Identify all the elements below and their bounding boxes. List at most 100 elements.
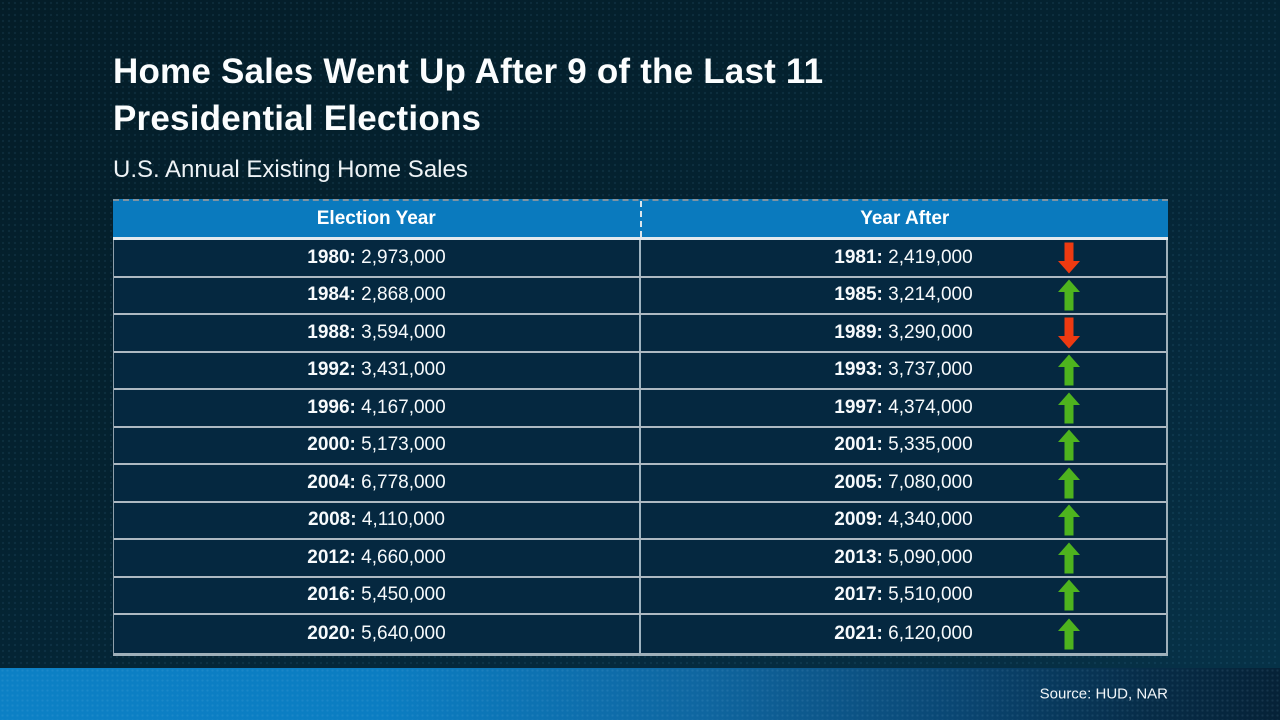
column-header-year-after: Year After xyxy=(860,208,950,229)
table-row: 2000: 5,173,000 2001: 5,335,000 xyxy=(114,427,1166,465)
year-after-sales: 5,510,000 xyxy=(882,584,973,606)
year-after-sales: 2,419,000 xyxy=(882,246,973,268)
trend-arrow-slot xyxy=(1058,279,1080,311)
page-title: Home Sales Went Up After 9 of the Last 1… xyxy=(113,48,823,142)
year-after-label: 1997: xyxy=(834,396,883,418)
year-after-cell: 2001: 5,335,000 xyxy=(641,428,1166,464)
year-after-label: 2005: xyxy=(834,471,883,493)
year-after-cell: 1997: 4,374,000 xyxy=(641,390,1166,426)
election-year-label: 1996: xyxy=(307,396,356,418)
year-after-sales: 5,090,000 xyxy=(882,546,973,568)
election-year-cell: 2008: 4,110,000 xyxy=(114,502,641,538)
election-year-label: 2000: xyxy=(307,434,356,456)
election-year-sales: 5,173,000 xyxy=(355,434,446,456)
year-after-sales: 3,290,000 xyxy=(882,321,973,343)
year-after-sales: 7,080,000 xyxy=(882,471,973,493)
election-year-sales: 5,450,000 xyxy=(355,584,446,606)
year-after-sales: 3,737,000 xyxy=(882,359,973,381)
up-arrow-icon xyxy=(1058,279,1080,311)
election-year-sales: 3,594,000 xyxy=(355,321,446,343)
year-after-sales: 3,214,000 xyxy=(882,284,973,306)
election-year-sales: 5,640,000 xyxy=(355,622,446,644)
year-after-label: 2021: xyxy=(834,622,883,644)
table-row: 1988: 3,594,000 1989: 3,290,000 xyxy=(114,315,1166,353)
up-arrow-icon xyxy=(1058,579,1080,611)
trend-arrow-slot xyxy=(1058,504,1080,536)
title-line-1: Home Sales Went Up After 9 of the Last 1… xyxy=(113,52,824,91)
table-header-row: Election Year Year After xyxy=(113,199,1168,240)
table-row: 1980: 2,973,000 1981: 2,419,000 xyxy=(114,240,1166,278)
year-after-cell: 1981: 2,419,000 xyxy=(641,240,1166,276)
table-body: 1980: 2,973,000 1981: 2,419,000 1984: 2,… xyxy=(113,240,1168,656)
election-year-label: 2016: xyxy=(307,584,356,606)
year-after-label: 1993: xyxy=(834,359,883,381)
year-after-label: 1981: xyxy=(834,246,883,268)
election-year-cell: 2000: 5,173,000 xyxy=(114,427,641,463)
home-sales-table: Election Year Year After 1980: 2,973,000… xyxy=(113,199,1168,656)
year-after-label: 2017: xyxy=(834,584,883,606)
election-year-cell: 1980: 2,973,000 xyxy=(114,240,641,276)
page-subtitle: U.S. Annual Existing Home Sales xyxy=(113,156,468,183)
election-year-cell: 1996: 4,167,000 xyxy=(114,390,641,426)
footer-bar: Source: HUD, NAR xyxy=(0,668,1280,720)
table-row: 2020: 5,640,000 2021: 6,120,000 xyxy=(114,615,1166,653)
election-year-sales: 4,110,000 xyxy=(356,509,445,531)
year-after-sales: 5,335,000 xyxy=(882,434,973,456)
election-year-cell: 1992: 3,431,000 xyxy=(114,352,641,388)
election-year-sales: 3,431,000 xyxy=(355,359,446,381)
election-year-label: 1992: xyxy=(307,359,356,381)
table-row: 2016: 5,450,000 2017: 5,510,000 xyxy=(114,577,1166,615)
trend-arrow-slot xyxy=(1058,618,1080,650)
election-year-label: 2012: xyxy=(307,546,356,568)
trend-arrow-slot xyxy=(1058,242,1080,274)
title-line-2: Presidential Elections xyxy=(113,99,482,138)
trend-arrow-slot xyxy=(1058,467,1080,499)
election-year-cell: 2016: 5,450,000 xyxy=(114,577,641,613)
year-after-cell: 2005: 7,080,000 xyxy=(641,465,1166,501)
down-arrow-icon xyxy=(1058,317,1080,349)
table-row: 2008: 4,110,000 2009: 4,340,000 xyxy=(114,502,1166,540)
election-year-cell: 2020: 5,640,000 xyxy=(114,615,641,653)
year-after-sales: 4,340,000 xyxy=(882,509,973,531)
year-after-cell: 1989: 3,290,000 xyxy=(641,315,1166,351)
year-after-label: 1989: xyxy=(834,321,883,343)
election-year-sales: 2,868,000 xyxy=(355,284,446,306)
up-arrow-icon xyxy=(1058,392,1080,424)
table-row: 2012: 4,660,000 2013: 5,090,000 xyxy=(114,540,1166,578)
down-arrow-icon xyxy=(1058,242,1080,274)
year-after-sales: 6,120,000 xyxy=(882,622,973,644)
trend-arrow-slot xyxy=(1058,429,1080,461)
year-after-cell: 2009: 4,340,000 xyxy=(641,503,1166,539)
up-arrow-icon xyxy=(1058,542,1080,574)
source-text: Source: HUD, NAR xyxy=(1039,685,1168,703)
up-arrow-icon xyxy=(1058,504,1080,536)
table-row: 1996: 4,167,000 1997: 4,374,000 xyxy=(114,390,1166,428)
year-after-label: 2013: xyxy=(834,546,883,568)
election-year-label: 1988: xyxy=(307,321,356,343)
election-year-label: 2008: xyxy=(307,509,357,531)
up-arrow-icon xyxy=(1058,618,1080,650)
year-after-cell: 2017: 5,510,000 xyxy=(641,578,1166,614)
election-year-cell: 2012: 4,660,000 xyxy=(114,540,641,576)
year-after-cell: 2013: 5,090,000 xyxy=(641,540,1166,576)
election-year-label: 1980: xyxy=(307,246,356,268)
table-row: 1992: 3,431,000 1993: 3,737,000 xyxy=(114,352,1166,390)
election-year-cell: 1984: 2,868,000 xyxy=(114,277,641,313)
year-after-label: 2009: xyxy=(834,509,883,531)
election-year-sales: 2,973,000 xyxy=(355,246,446,268)
election-year-label: 2004: xyxy=(307,471,356,493)
election-year-cell: 2004: 6,778,000 xyxy=(114,465,641,501)
up-arrow-icon xyxy=(1058,429,1080,461)
trend-arrow-slot xyxy=(1058,542,1080,574)
year-after-label: 2001: xyxy=(834,434,883,456)
year-after-cell: 1993: 3,737,000 xyxy=(641,353,1166,389)
election-year-label: 1984: xyxy=(307,284,356,306)
year-after-cell: 1985: 3,214,000 xyxy=(641,278,1166,314)
year-after-cell: 2021: 6,120,000 xyxy=(641,615,1166,653)
up-arrow-icon xyxy=(1058,467,1080,499)
trend-arrow-slot xyxy=(1058,354,1080,386)
column-header-election-year: Election Year xyxy=(113,201,642,237)
election-year-sales: 4,167,000 xyxy=(355,396,446,418)
table-row: 1984: 2,868,000 1985: 3,214,000 xyxy=(114,277,1166,315)
